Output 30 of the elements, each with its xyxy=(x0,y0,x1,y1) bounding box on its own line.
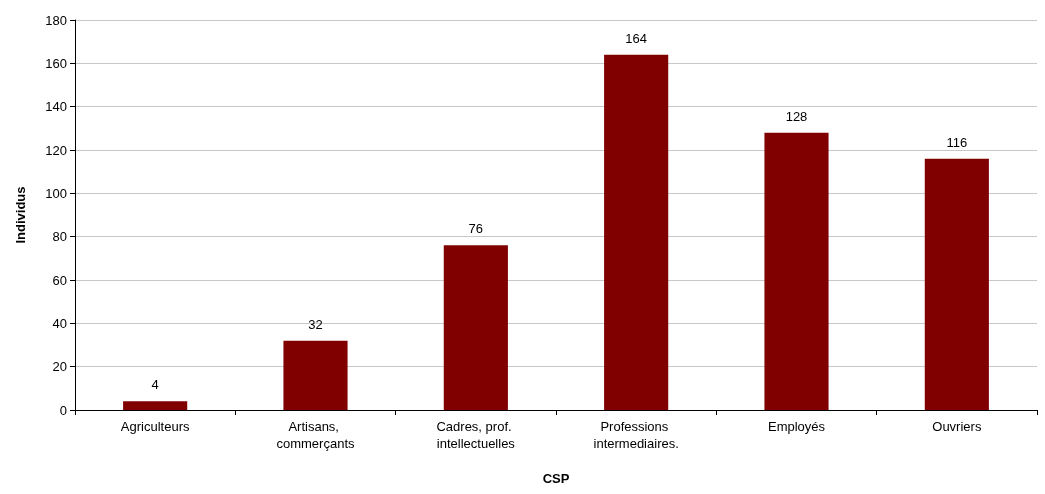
x-tick-label: Cadres, prof. intellectuelles xyxy=(436,419,516,451)
x-tick-label: Artisans, commerçants xyxy=(276,419,355,451)
data-label: 164 xyxy=(625,30,648,46)
x-tick-label: Agriculteurs xyxy=(120,419,190,434)
y-tick-label: 40 xyxy=(52,315,67,331)
x-tick-label: Employés xyxy=(767,419,826,434)
y-tick-label: 120 xyxy=(45,142,67,158)
data-label: 76 xyxy=(468,221,484,237)
y-axis-title: Individus xyxy=(13,186,28,244)
y-tick-label: 60 xyxy=(52,272,67,288)
bar xyxy=(283,340,348,410)
y-tick-label: 0 xyxy=(59,402,67,418)
bar xyxy=(604,54,669,410)
bar xyxy=(443,245,508,410)
y-tick-label: 20 xyxy=(52,359,67,375)
data-label: 116 xyxy=(946,134,968,150)
y-tick-label: 180 xyxy=(45,12,67,28)
bar xyxy=(123,401,188,410)
data-label: 4 xyxy=(151,377,159,393)
y-tick-label: 140 xyxy=(45,99,67,115)
x-tick-label: Professions intermediaires. xyxy=(593,419,679,451)
x-tick-label: Ouvriers xyxy=(932,419,982,434)
y-tick-label: 160 xyxy=(45,55,67,71)
y-tick-label: 80 xyxy=(52,229,67,245)
x-axis-title: CSP xyxy=(542,471,570,486)
data-label: 128 xyxy=(785,108,808,124)
y-tick-label: 100 xyxy=(45,185,67,201)
bar xyxy=(764,132,829,410)
data-label: 32 xyxy=(308,316,323,332)
bar xyxy=(924,158,989,410)
